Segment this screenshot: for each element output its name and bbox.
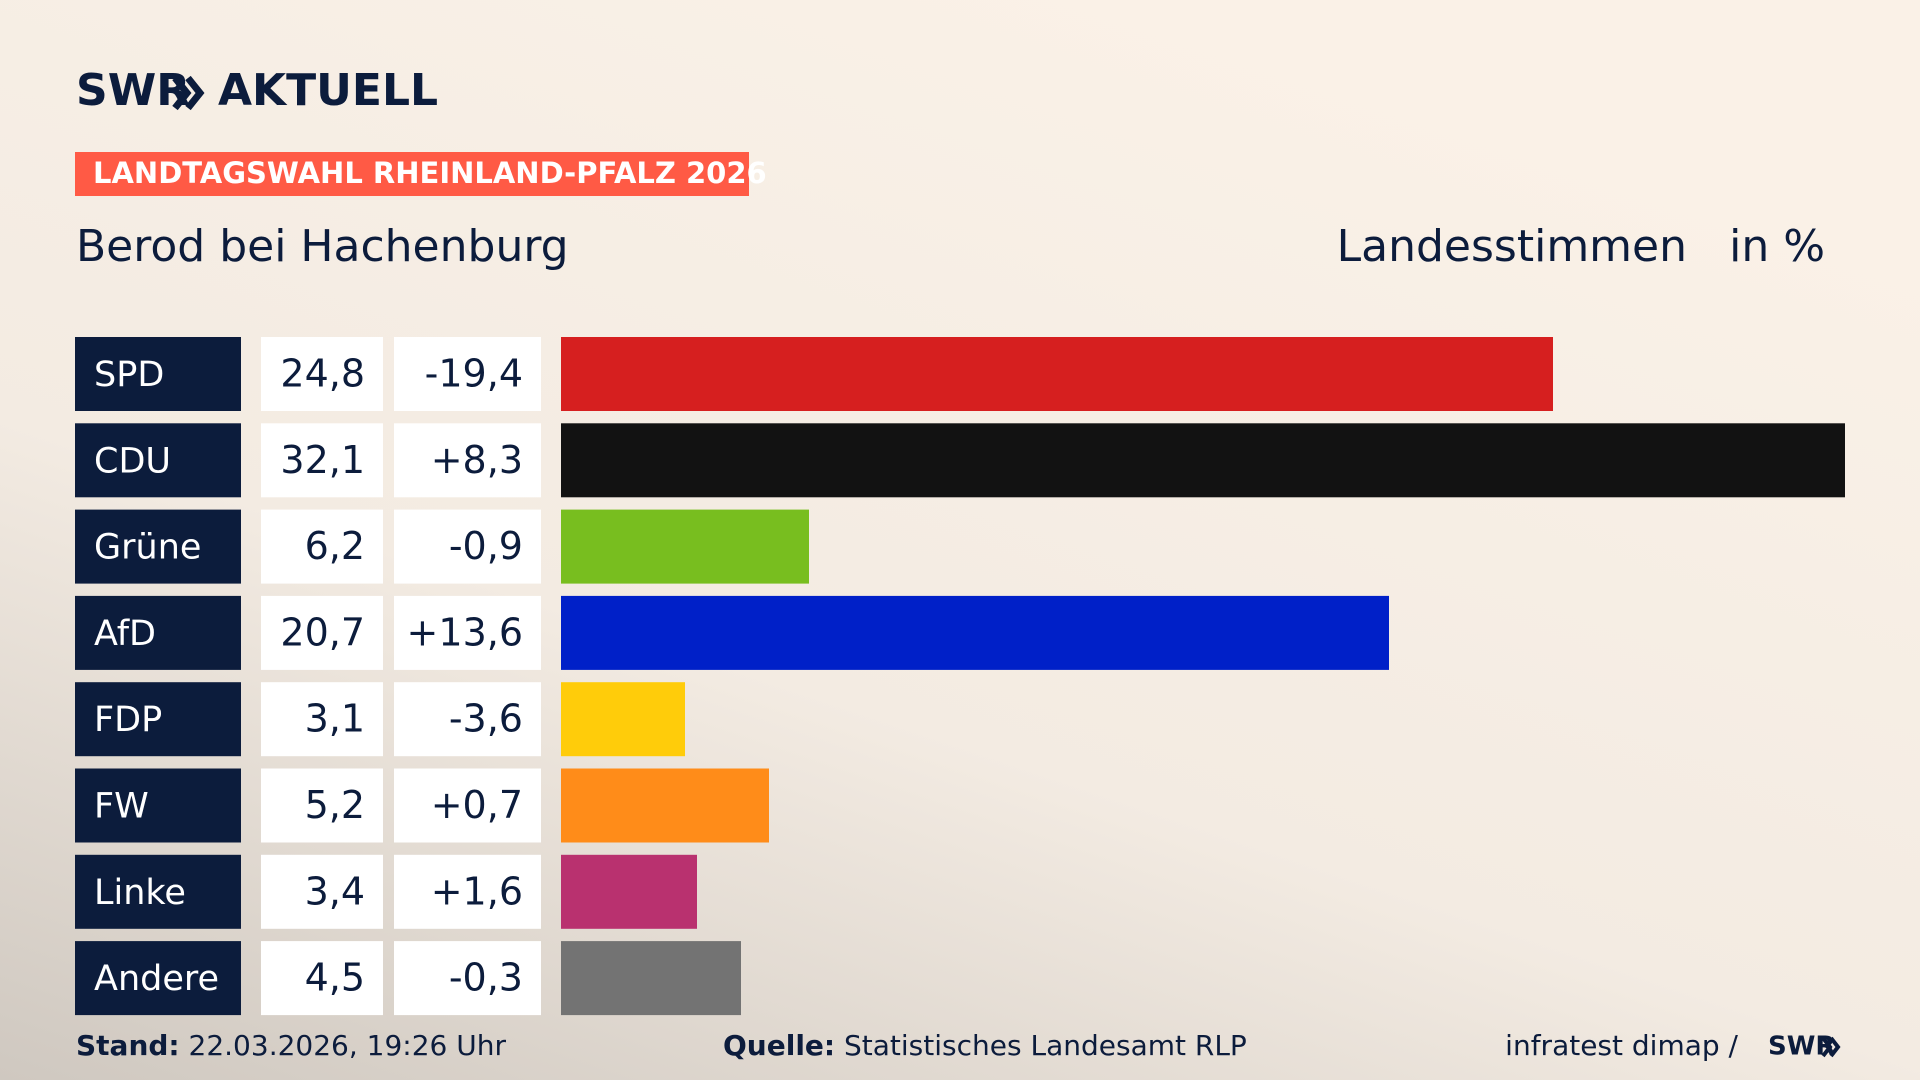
footer-brand: SWR bbox=[1768, 1032, 1835, 1062]
party-label: FW bbox=[94, 787, 149, 827]
change-cell bbox=[394, 768, 541, 843]
change-cell bbox=[394, 854, 541, 929]
stand: Stand: 22.03.2026, 19:26 Uhr bbox=[76, 1029, 506, 1062]
bar bbox=[561, 595, 1389, 670]
change-cell bbox=[394, 423, 541, 498]
value-label: 20,7 bbox=[280, 610, 365, 654]
kicker-box bbox=[75, 152, 749, 196]
value-cell bbox=[261, 682, 383, 757]
change-cell bbox=[394, 337, 541, 411]
value-cell bbox=[261, 768, 383, 843]
party-cell bbox=[75, 509, 241, 584]
party-cell bbox=[75, 423, 241, 498]
product: AKTUELL bbox=[218, 65, 438, 116]
party-cell bbox=[75, 595, 241, 670]
bar bbox=[561, 337, 1553, 411]
party-cell bbox=[75, 682, 241, 757]
brand: SWR bbox=[76, 65, 190, 116]
source-value: Statistisches Landesamt RLP bbox=[844, 1029, 1247, 1062]
value-cell bbox=[261, 423, 383, 498]
value-label: 4,5 bbox=[305, 956, 365, 1000]
kicker: LANDTAGSWAHL RHEINLAND-PFALZ 2026 bbox=[93, 156, 767, 190]
bar bbox=[561, 509, 809, 584]
change-label: +0,7 bbox=[431, 783, 523, 827]
bar bbox=[561, 941, 741, 1016]
value-cell bbox=[261, 941, 383, 1016]
change-label: +1,6 bbox=[431, 869, 523, 913]
value-cell bbox=[261, 337, 383, 411]
party-cell bbox=[75, 768, 241, 843]
party-cell bbox=[75, 854, 241, 929]
value-label: 24,8 bbox=[280, 352, 365, 396]
party-label: FDP bbox=[94, 700, 162, 740]
value-label: 3,1 bbox=[305, 697, 365, 741]
change-label: -19,4 bbox=[425, 352, 523, 396]
value-cell bbox=[261, 595, 383, 670]
party-label: Grüne bbox=[94, 528, 201, 568]
bar bbox=[561, 854, 697, 929]
change-label: -0,9 bbox=[449, 524, 523, 568]
change-label: +8,3 bbox=[431, 438, 523, 482]
party-label: AfD bbox=[94, 614, 156, 654]
party-cell bbox=[75, 337, 241, 411]
value-label: 6,2 bbox=[305, 524, 365, 568]
party-label: SPD bbox=[94, 355, 164, 395]
chart-title: Berod bei Hachenburg bbox=[76, 221, 569, 272]
change-cell bbox=[394, 509, 541, 584]
stand-value: 22.03.2026, 19:26 Uhr bbox=[189, 1029, 507, 1062]
bar bbox=[561, 423, 1845, 498]
value-label: 5,2 bbox=[305, 783, 365, 827]
bar bbox=[561, 768, 769, 843]
source: Quelle: Statistisches Landesamt RLP bbox=[723, 1029, 1247, 1062]
credit: infratest dimap / bbox=[1505, 1029, 1738, 1062]
change-label: -0,3 bbox=[449, 956, 523, 1000]
change-label: -3,6 bbox=[449, 697, 523, 741]
change-label: +13,6 bbox=[407, 610, 523, 654]
chart-subtitle: Landesstimmen bbox=[1337, 221, 1687, 272]
stand-label: Stand: bbox=[76, 1029, 180, 1062]
party-label: CDU bbox=[94, 441, 171, 481]
change-cell bbox=[394, 595, 541, 670]
footer-chevrons bbox=[1821, 1036, 1841, 1058]
change-cell bbox=[394, 682, 541, 757]
unit: in % bbox=[1729, 221, 1825, 272]
change-cell bbox=[394, 941, 541, 1016]
party-label: Andere bbox=[94, 959, 219, 999]
value-cell bbox=[261, 854, 383, 929]
value-cell bbox=[261, 509, 383, 584]
party-cell bbox=[75, 941, 241, 1016]
source-label: Quelle: bbox=[723, 1029, 835, 1062]
brand-chevrons bbox=[172, 75, 205, 111]
party-label: Linke bbox=[94, 873, 186, 913]
bar bbox=[561, 682, 685, 757]
value-label: 32,1 bbox=[280, 438, 365, 482]
value-label: 3,4 bbox=[305, 869, 365, 913]
